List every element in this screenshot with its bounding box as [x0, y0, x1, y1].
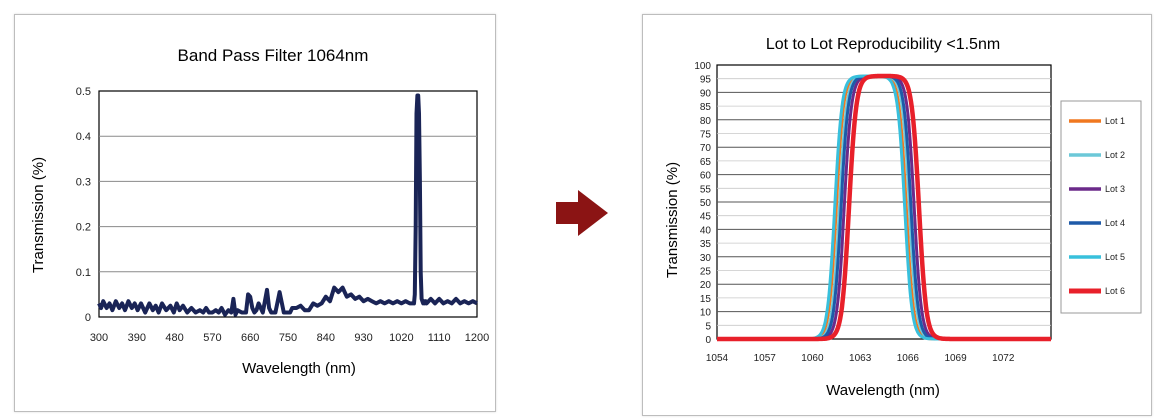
x-tick-label: 1066 [897, 353, 920, 364]
y-tick-label: 0.5 [76, 86, 91, 98]
legend-label: Lot 5 [1105, 252, 1125, 262]
y-tick-label: 95 [700, 75, 712, 86]
legend: Lot 1 Lot 2 Lot 3 Lot 4 Lot 5 Lot 6 [1060, 100, 1142, 314]
y-tick-label: 40 [700, 225, 712, 236]
series-line [715, 73, 1053, 342]
y-axis-label: Transmission (%) [30, 157, 47, 273]
x-tick-label: 1054 [706, 353, 729, 364]
legend-label: Lot 4 [1105, 218, 1125, 228]
x-tick-label: 750 [279, 332, 297, 344]
y-tick-label: 0.3 [76, 176, 91, 188]
chart-title: Band Pass Filter 1064nm [178, 46, 369, 65]
x-axis-label: Wavelength (nm) [826, 382, 940, 399]
y-tick-label: 0 [85, 312, 91, 324]
series-line [97, 93, 478, 317]
y-tick-label: 55 [700, 184, 712, 195]
x-tick-label: 570 [203, 332, 221, 344]
y-tick-label: 100 [694, 61, 711, 72]
x-axis-label: Wavelength (nm) [242, 360, 356, 377]
chart-panel-lot-reproducibility: Lot to Lot Reproducibility <1.5nm Transm… [642, 14, 1152, 416]
y-tick-label: 30 [700, 253, 712, 264]
legend-label: Lot 2 [1105, 150, 1125, 160]
y-tick-label: 15 [700, 294, 712, 305]
x-tick-label: 1057 [754, 353, 777, 364]
x-tick-label: 840 [317, 332, 335, 344]
legend-box [1060, 100, 1142, 314]
x-tick-label: 480 [165, 332, 183, 344]
y-tick-label: 85 [700, 102, 712, 113]
y-tick-label: 0 [705, 335, 711, 346]
y-tick-label: 5 [705, 321, 711, 332]
x-tick-label: 660 [241, 332, 259, 344]
y-tick-label: 75 [700, 130, 712, 141]
x-tick-label: 1060 [801, 353, 824, 364]
x-tick-label: 1072 [992, 353, 1015, 364]
y-tick-label: 25 [700, 267, 712, 278]
x-tick-label: 1200 [465, 332, 489, 344]
chart-title: Lot to Lot Reproducibility <1.5nm [766, 36, 1000, 53]
x-tick-label: 390 [128, 332, 146, 344]
y-tick-label: 70 [700, 143, 712, 154]
legend-label: Lot 3 [1105, 184, 1125, 194]
y-tick-label: 60 [700, 171, 712, 182]
y-tick-label: 10 [700, 308, 712, 319]
y-tick-label: 45 [700, 212, 712, 223]
legend-label: Lot 6 [1105, 286, 1125, 296]
legend-label: Lot 1 [1105, 116, 1125, 126]
y-axis-label: Transmission (%) [664, 162, 681, 278]
x-tick-label: 1110 [428, 332, 451, 344]
x-tick-label: 930 [354, 332, 372, 344]
x-tick-label: 1063 [849, 353, 872, 364]
band-pass-chart: Band Pass Filter 1064nm Transmission (%)… [30, 46, 489, 377]
y-tick-label: 90 [700, 88, 712, 99]
x-tick-label: 300 [90, 332, 108, 344]
y-tick-label: 0.2 [76, 222, 91, 234]
lot-reproducibility-chart: Lot to Lot Reproducibility <1.5nm Transm… [664, 36, 1142, 399]
y-tick-label: 20 [700, 280, 712, 291]
y-tick-label: 80 [700, 116, 712, 127]
y-tick-label: 0.4 [76, 131, 91, 143]
y-tick-label: 35 [700, 239, 712, 250]
right-arrow-icon [552, 188, 612, 238]
x-tick-label: 1069 [944, 353, 967, 364]
x-tick-label: 1020 [389, 332, 413, 344]
chart-panel-band-pass: Band Pass Filter 1064nm Transmission (%)… [14, 14, 496, 412]
y-tick-label: 0.1 [76, 267, 91, 279]
y-tick-label: 65 [700, 157, 712, 168]
y-tick-label: 50 [700, 198, 712, 209]
